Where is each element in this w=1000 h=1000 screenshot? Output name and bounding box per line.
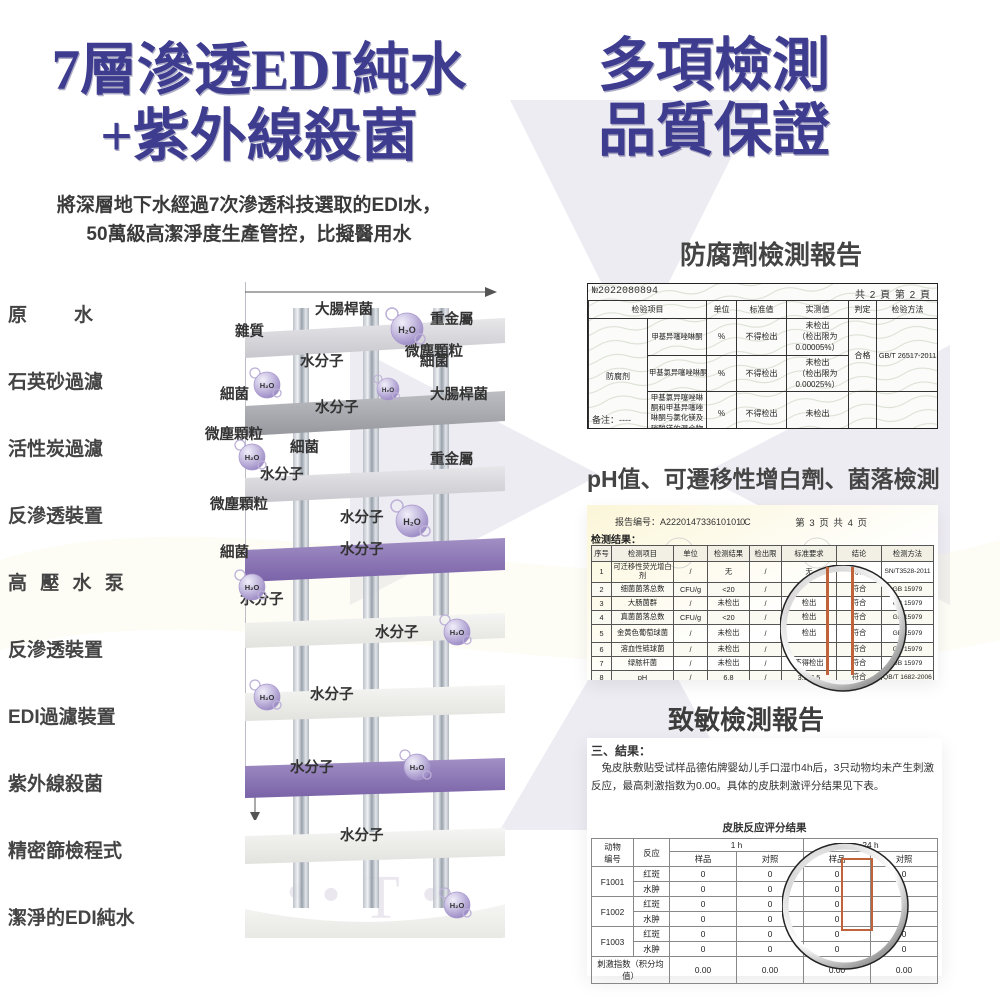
svg-text:H₂O: H₂O — [403, 517, 421, 527]
svg-text:H₂O: H₂O — [450, 628, 465, 637]
svg-text:H₂O: H₂O — [450, 901, 465, 910]
svg-text:H₂O: H₂O — [245, 583, 260, 592]
svg-text:H₂O: H₂O — [260, 381, 275, 390]
svg-text:H₂O: H₂O — [260, 693, 275, 702]
svg-text:H₂O: H₂O — [382, 387, 394, 394]
svg-text:H₂O: H₂O — [410, 763, 425, 772]
svg-text:H₂O: H₂O — [245, 453, 260, 462]
svg-text:H₂O: H₂O — [398, 325, 416, 335]
